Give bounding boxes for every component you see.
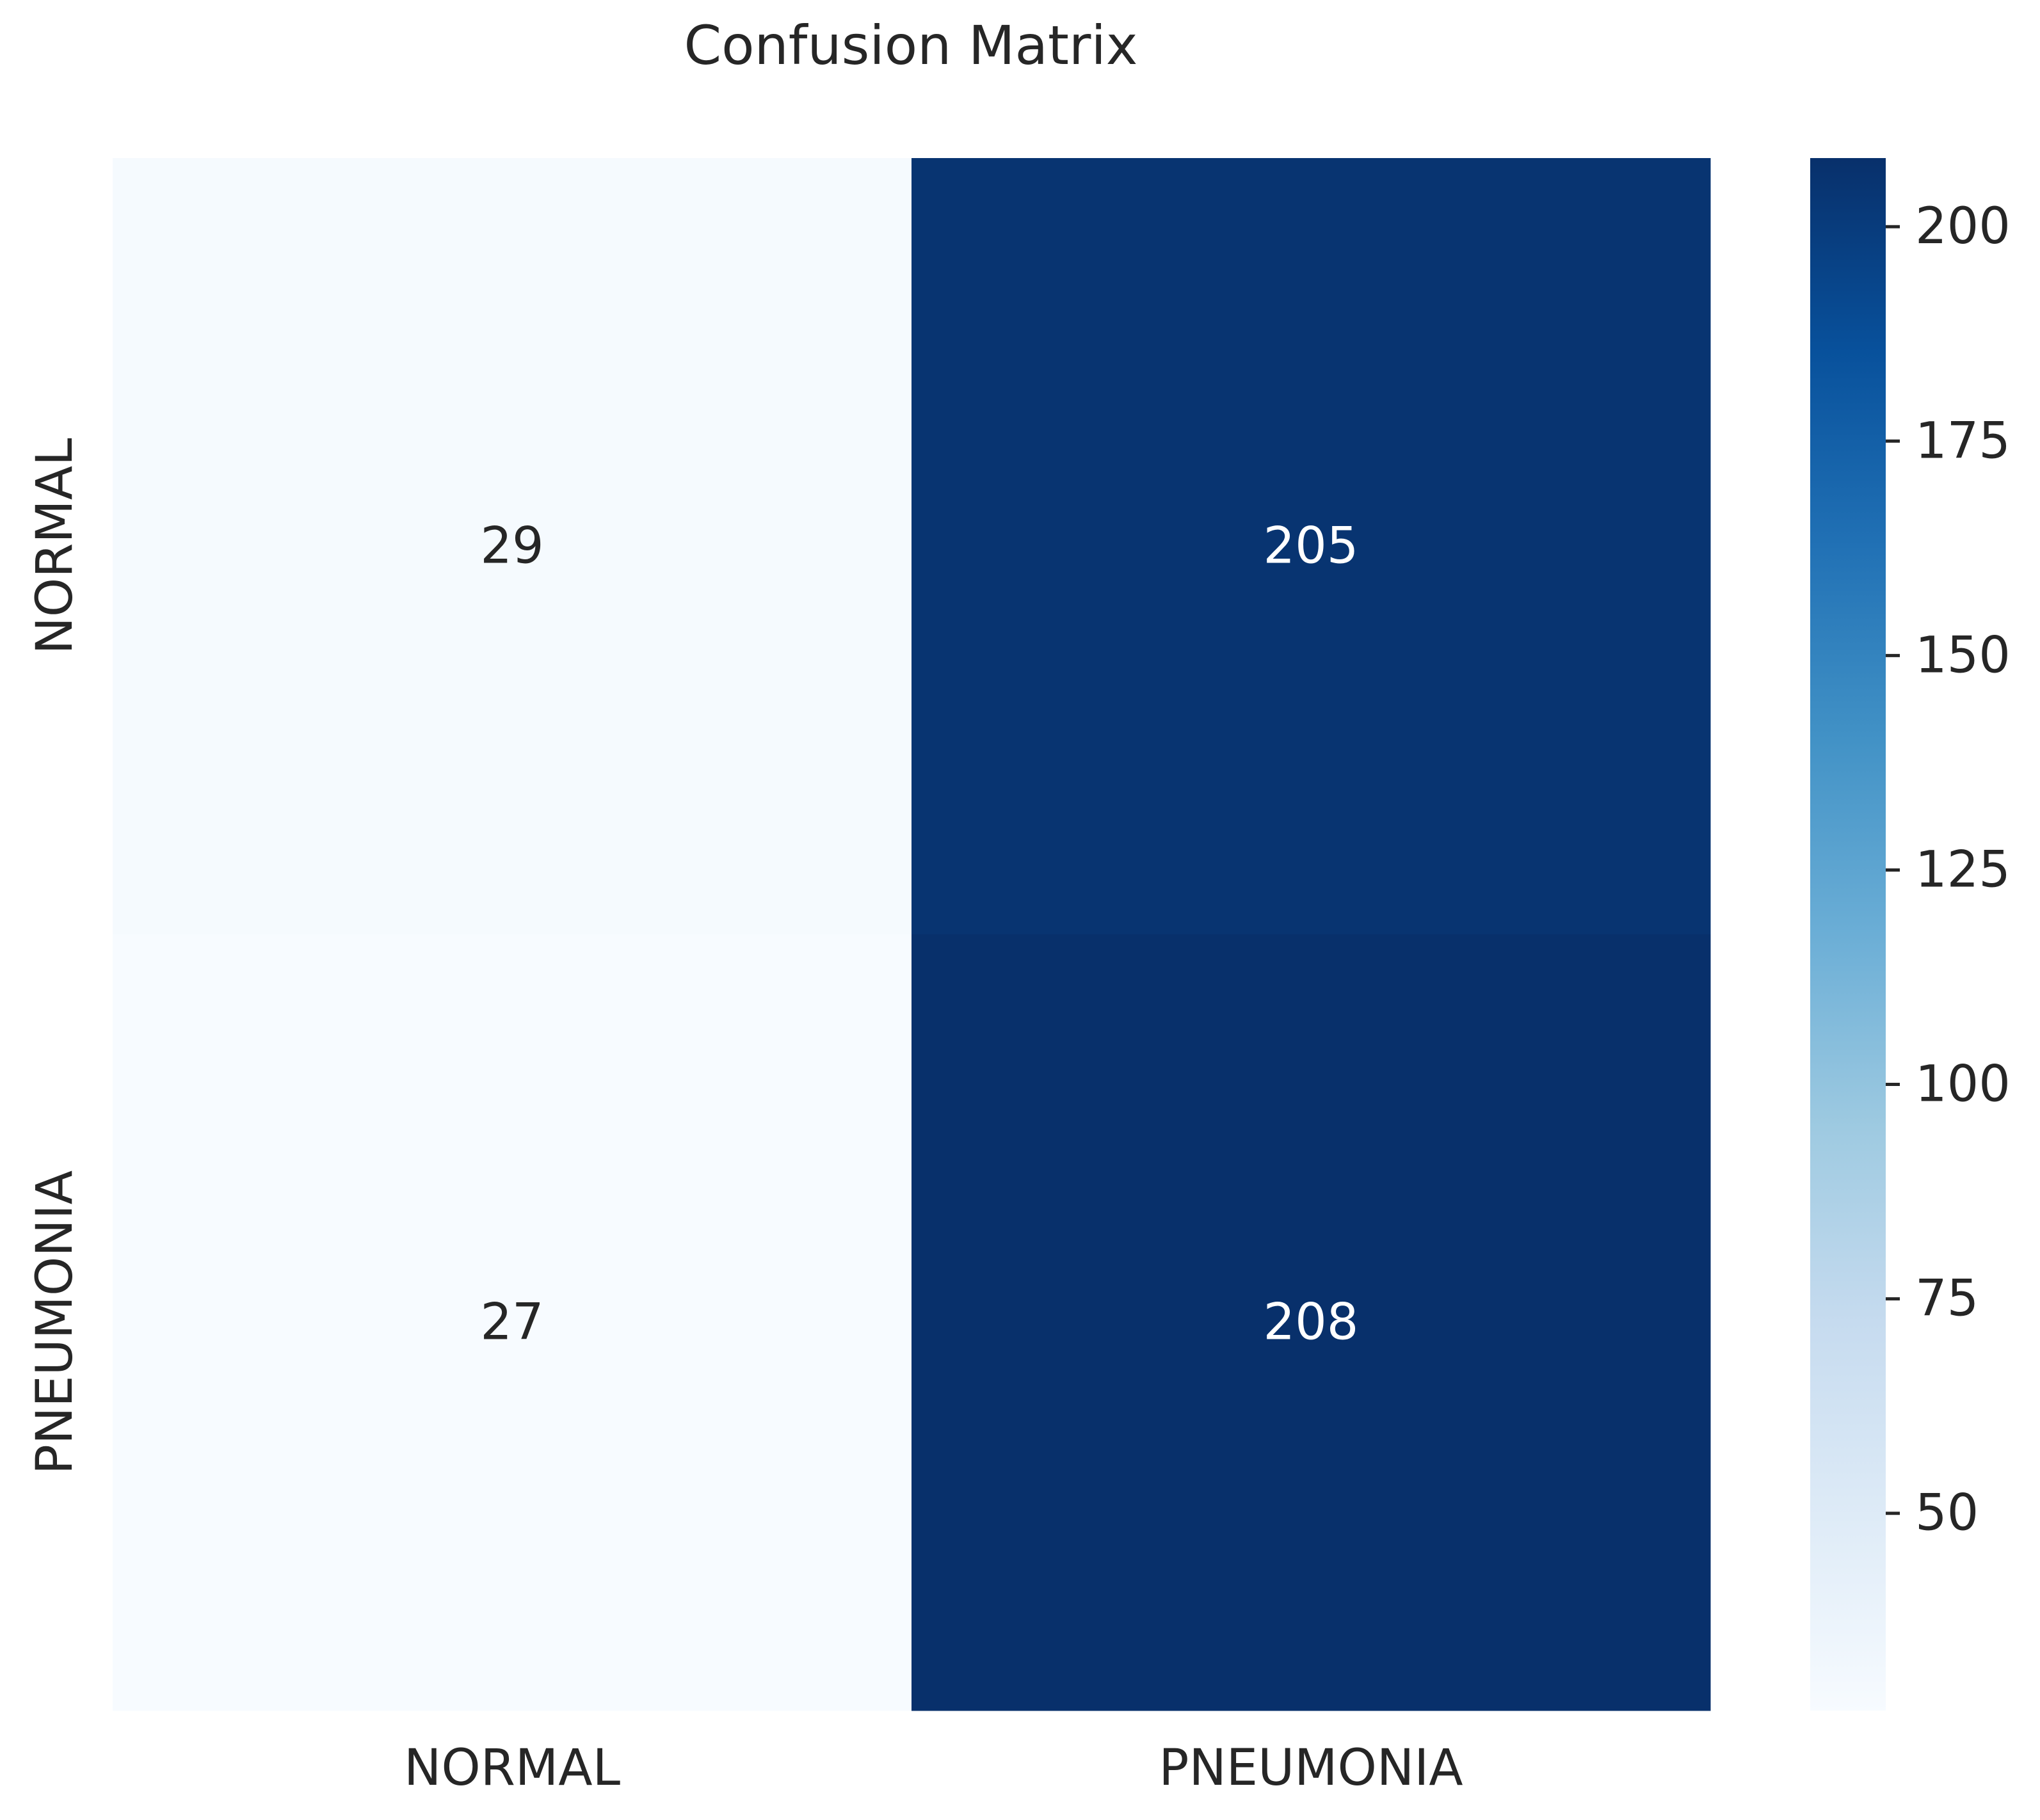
colorbar-ticks: 50 75 100 125 150 175 200: [1886, 198, 2011, 1542]
cell-value-r1-c0: 27: [480, 1294, 543, 1352]
colorbar-tick-label-6: 200: [1915, 198, 2011, 255]
heatmap-cell-r0-c0: [113, 158, 912, 935]
heatmap-cells: [113, 158, 1711, 1711]
colorbar: [1810, 158, 1886, 1711]
y-tick-label-1: PNEUMONIA: [26, 1170, 84, 1474]
y-axis-tick-labels: NORMAL PNEUMONIA: [26, 438, 84, 1474]
x-tick-label-0: NORMAL: [404, 1739, 621, 1797]
heatmap-annotations: 29 205 27 208: [480, 518, 1358, 1352]
colorbar-tick-label-0: 50: [1915, 1485, 1979, 1542]
colorbar-tick-label-3: 125: [1915, 841, 2011, 898]
cell-value-r1-c1: 208: [1264, 1294, 1359, 1352]
x-tick-label-1: PNEUMONIA: [1159, 1739, 1463, 1797]
colorbar-tick-label-2: 100: [1915, 1056, 2011, 1114]
heatmap-cell-r0-c1: [912, 158, 1711, 935]
heatmap-cell-r1-c1: [912, 934, 1711, 1711]
colorbar-tick-label-5: 175: [1915, 412, 2011, 470]
cell-value-r0-c1: 205: [1264, 518, 1359, 575]
chart-title: Confusion Matrix: [684, 14, 1138, 77]
heatmap-cell-r1-c0: [113, 934, 912, 1711]
x-axis-tick-labels: NORMAL PNEUMONIA: [404, 1739, 1463, 1797]
y-tick-label-0: NORMAL: [26, 438, 84, 655]
colorbar-tick-label-4: 150: [1915, 627, 2011, 684]
colorbar-tick-label-1: 75: [1915, 1270, 1979, 1328]
cell-value-r0-c0: 29: [480, 518, 543, 575]
